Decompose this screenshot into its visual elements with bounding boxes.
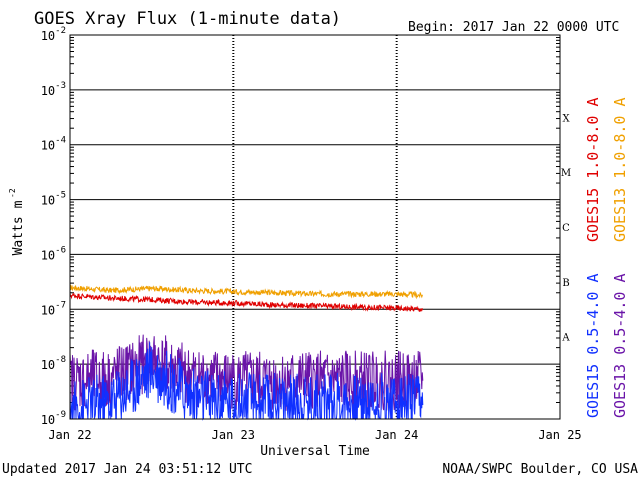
flare-class-labels: X M C B A	[561, 113, 571, 343]
flare-class-label: M	[561, 168, 571, 179]
series-layer	[69, 284, 424, 421]
y-axis-label-sup: -2	[8, 188, 17, 198]
y-axis-label-text: Watts m	[11, 200, 26, 255]
plot-grid	[70, 35, 560, 419]
x-tick-label: Jan 23	[212, 428, 255, 442]
source-credit: NOAA/SWPC Boulder, CO USA	[442, 462, 638, 477]
y-tick-label: 10-3	[41, 81, 66, 98]
chart-title: GOES Xray Flux (1-minute data)	[34, 9, 341, 29]
plot-frame	[69, 34, 561, 420]
y-axis-label: Watts m -2	[8, 188, 26, 255]
y-tick-label: 10-6	[41, 245, 66, 262]
x-axis-label: Universal Time	[260, 444, 370, 459]
begin-time: Begin: 2017 Jan 22 0000 UTC	[408, 20, 619, 35]
x-tick-label: Jan 24	[375, 428, 418, 442]
y-tick-label: 10-5	[41, 191, 66, 208]
series-line	[69, 284, 423, 300]
x-tick-labels: Jan 22 Jan 23 Jan 24 Jan 25	[48, 428, 581, 442]
y-tick-label: 10-9	[41, 410, 66, 427]
y-tick-label: 10-8	[41, 355, 66, 372]
flare-class-label: A	[561, 333, 570, 344]
flare-class-label: C	[562, 223, 570, 234]
series-line	[69, 292, 424, 312]
legend-goes15-long: GOES15 1.0-8.0 A	[584, 98, 602, 243]
updated-time: Updated 2017 Jan 24 03:51:12 UTC	[2, 462, 252, 477]
legend-goes13-long: GOES13 1.0-8.0 A	[611, 98, 629, 243]
y-tick-label: 10-2	[41, 26, 66, 43]
flare-class-label: B	[562, 278, 569, 289]
legend-goes13-short: GOES13 0.5-4.0 A	[611, 274, 629, 419]
legend-goes15-short: GOES15 0.5-4.0 A	[584, 274, 602, 419]
x-tick-label: Jan 25	[538, 428, 581, 442]
x-tick-label: Jan 22	[48, 428, 91, 442]
y-tick-label: 10-4	[41, 136, 66, 153]
flare-class-label: X	[562, 113, 570, 124]
y-tick-labels: 10-2 10-3 10-4 10-5 10-6 10-7 10-8 10-9	[41, 26, 66, 427]
y-tick-label: 10-7	[41, 300, 66, 317]
